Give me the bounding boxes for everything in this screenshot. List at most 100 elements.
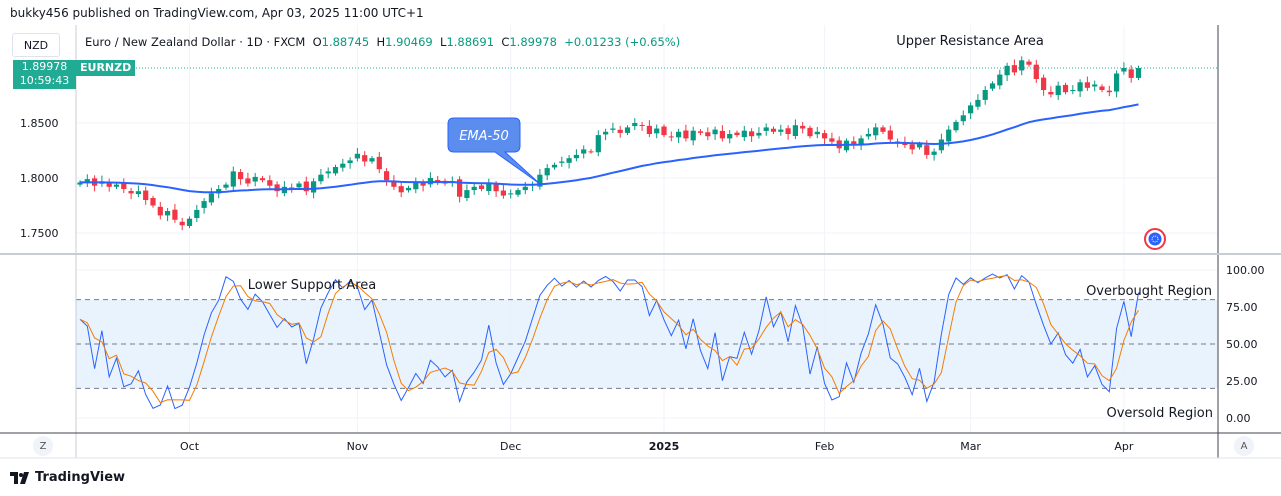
candle-body <box>1033 64 1039 79</box>
candle-body <box>712 129 718 135</box>
candle <box>639 121 645 131</box>
candle <box>267 175 273 190</box>
candle <box>201 198 207 214</box>
candle-body <box>1135 68 1142 78</box>
candle-body <box>1011 65 1017 73</box>
candle-body <box>150 198 156 206</box>
stoch-k-line <box>79 273 1139 410</box>
candle-body <box>632 123 638 127</box>
candle <box>252 172 258 187</box>
candle <box>968 102 974 120</box>
candle <box>610 122 616 133</box>
tradingview-logo[interactable]: TradingView <box>10 470 125 485</box>
candle <box>238 168 244 185</box>
low-label: L <box>440 35 447 49</box>
candle-body <box>734 132 740 136</box>
candle-body <box>683 130 689 139</box>
open-value: 1.88745 <box>321 35 370 49</box>
candle-body <box>223 184 229 188</box>
overbought-label: Overbought Region <box>1086 284 1212 299</box>
candle-body <box>486 183 492 191</box>
candle-body <box>362 155 368 162</box>
candle-body <box>1128 69 1134 78</box>
candle-body <box>865 134 871 137</box>
candle <box>763 123 769 136</box>
price-tick-label: 1.8500 <box>20 117 59 130</box>
candle <box>318 168 324 185</box>
ema-callout[interactable]: EMA-50 <box>447 117 541 185</box>
candle-body <box>1070 90 1076 91</box>
candle-body <box>624 127 631 133</box>
candle-body <box>1092 84 1098 87</box>
candle-body <box>770 128 777 132</box>
candle <box>756 127 762 139</box>
oversold-label: Oversold Region <box>1107 406 1214 421</box>
candle <box>508 189 514 199</box>
candle <box>661 124 667 138</box>
candle <box>581 145 587 159</box>
candle-body <box>252 176 258 182</box>
candle <box>778 124 784 136</box>
candle-body <box>259 178 266 181</box>
candle <box>792 119 798 140</box>
time-tick-label: Dec <box>500 440 521 453</box>
publish-info: bukky456 published on TradingView.com, A… <box>10 6 424 20</box>
candle <box>712 126 718 140</box>
candle <box>223 182 229 190</box>
candle <box>632 118 638 131</box>
candle-body <box>1106 90 1112 93</box>
candle <box>435 176 441 186</box>
stoch-tick-label: 100.00 <box>1226 264 1265 277</box>
alert-icon[interactable] <box>1144 228 1166 250</box>
candle-body <box>763 127 769 131</box>
change-value: +0.01233 (+0.65%) <box>564 35 681 49</box>
candle <box>208 187 214 206</box>
candle-body <box>982 90 988 100</box>
time-tick-label: Mar <box>960 440 981 453</box>
candle <box>413 177 419 194</box>
candle-body <box>814 131 820 135</box>
candle-body <box>727 134 733 139</box>
candle <box>303 176 309 196</box>
candle-body <box>106 182 112 187</box>
candle <box>1055 81 1061 100</box>
candle <box>384 168 390 186</box>
candle-body <box>369 158 375 162</box>
candle-body <box>953 121 959 131</box>
close-label: C <box>501 35 510 49</box>
candle <box>997 69 1003 90</box>
candle-body <box>676 131 682 138</box>
candle <box>734 130 740 138</box>
candle-body <box>792 125 798 136</box>
candle-body <box>354 153 360 159</box>
candle <box>143 186 149 205</box>
candle-body <box>1055 85 1061 96</box>
candle-body <box>435 179 441 181</box>
candle <box>595 130 601 157</box>
candle <box>398 182 404 198</box>
candle <box>369 156 375 164</box>
candle <box>537 168 543 190</box>
candle-body <box>245 178 251 184</box>
candle <box>500 184 506 199</box>
brand-name: TradingView <box>35 470 126 485</box>
candle <box>245 172 251 187</box>
candle <box>347 157 353 169</box>
candle <box>807 125 813 139</box>
candle-body <box>274 184 280 192</box>
log-scale-button[interactable]: Z <box>33 436 53 456</box>
candle-body <box>464 190 470 199</box>
auto-scale-button[interactable]: A <box>1234 436 1254 456</box>
candle-body <box>493 184 499 192</box>
candle-body <box>537 174 543 187</box>
stoch-tick-label: 25.00 <box>1226 375 1258 388</box>
candle <box>727 130 733 144</box>
candle <box>1092 80 1098 92</box>
candle <box>427 172 433 188</box>
stoch-levels <box>76 299 1218 389</box>
currency-button[interactable]: NZD <box>12 33 60 57</box>
candle <box>697 129 704 136</box>
candle <box>405 185 412 193</box>
candle-body <box>909 144 915 150</box>
